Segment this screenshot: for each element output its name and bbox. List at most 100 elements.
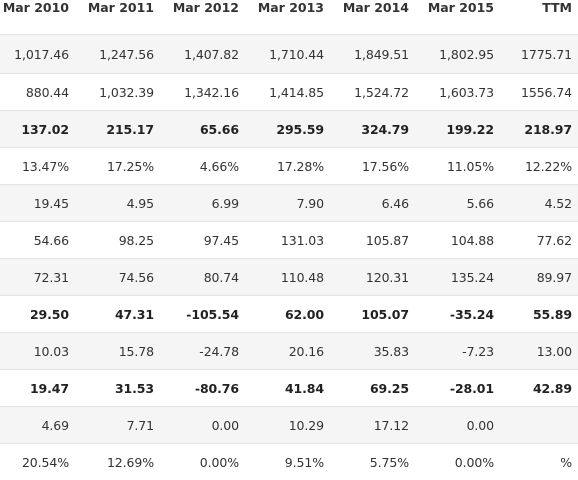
table-cell: 1775.71 — [500, 35, 578, 74]
table-cell: 89.97 — [500, 259, 578, 296]
table-cell: 13.47% — [0, 148, 75, 185]
table-cell: 12.69% — [75, 444, 160, 480]
table-cell: 4.66% — [160, 148, 245, 185]
table-cell: 4.52 — [500, 185, 578, 222]
table-cell: 35.83 — [330, 333, 415, 370]
table-cell: 72.31 — [0, 259, 75, 296]
column-header: Mar 2015 — [415, 0, 500, 35]
table-cell: 17.25% — [75, 148, 160, 185]
table-cell: 97.45 — [160, 222, 245, 259]
table-cell: 1,710.44 — [245, 35, 330, 74]
column-header: Mar 2014 — [330, 0, 415, 35]
table-cell: 6.46 — [330, 185, 415, 222]
table-cell: 5.75% — [330, 444, 415, 480]
table-cell: 42.89 — [500, 370, 578, 407]
table-cell: 77.62 — [500, 222, 578, 259]
table-cell: 7.71 — [75, 407, 160, 444]
table-cell — [500, 407, 578, 444]
table-cell: 1556.74 — [500, 74, 578, 111]
table-cell: 1,032.39 — [75, 74, 160, 111]
table-cell: 1,414.85 — [245, 74, 330, 111]
table-cell: 9.51% — [245, 444, 330, 480]
table-cell: 20.16 — [245, 333, 330, 370]
table-cell: 1,524.72 — [330, 74, 415, 111]
table-cell: 74.56 — [75, 259, 160, 296]
table-cell: 1,849.51 — [330, 35, 415, 74]
table-cell: 137.02 — [0, 111, 75, 148]
table-cell: 20.54% — [0, 444, 75, 480]
table-cell: 17.28% — [245, 148, 330, 185]
table-cell: 120.31 — [330, 259, 415, 296]
header-row: Mar 2010 Mar 2011 Mar 2012 Mar 2013 Mar … — [0, 0, 578, 35]
table-cell: 13.00 — [500, 333, 578, 370]
table-cell: 10.29 — [245, 407, 330, 444]
table-cell: 135.24 — [415, 259, 500, 296]
table-cell: 29.50 — [0, 296, 75, 333]
table-cell: 54.66 — [0, 222, 75, 259]
table-cell: 19.47 — [0, 370, 75, 407]
table-cell: 80.74 — [160, 259, 245, 296]
table-cell: -24.78 — [160, 333, 245, 370]
table-cell: 1,603.73 — [415, 74, 500, 111]
table-cell: 19.45 — [0, 185, 75, 222]
table-cell: 131.03 — [245, 222, 330, 259]
table-cell: 105.87 — [330, 222, 415, 259]
table-cell: 31.53 — [75, 370, 160, 407]
column-header: Mar 2013 — [245, 0, 330, 35]
table-cell: 4.69 — [0, 407, 75, 444]
table-cell: -105.54 — [160, 296, 245, 333]
table-cell: 110.48 — [245, 259, 330, 296]
table-cell: % — [500, 444, 578, 480]
table-cell: 5.66 — [415, 185, 500, 222]
table-cell: 0.00% — [160, 444, 245, 480]
table-cell: 1,407.82 — [160, 35, 245, 74]
table-cell: 10.03 — [0, 333, 75, 370]
column-header: Mar 2012 — [160, 0, 245, 35]
table-cell: -7.23 — [415, 333, 500, 370]
table-cell: 1,017.46 — [0, 35, 75, 74]
table-cell: 62.00 — [245, 296, 330, 333]
table-header: Mar 2010 Mar 2011 Mar 2012 Mar 2013 Mar … — [0, 0, 578, 35]
table-cell: 69.25 — [330, 370, 415, 407]
table-cell: -80.76 — [160, 370, 245, 407]
table-cell: 215.17 — [75, 111, 160, 148]
table-cell: 0.00 — [415, 407, 500, 444]
table-cell: 1,802.95 — [415, 35, 500, 74]
table-row: 13.47%17.25%4.66%17.28%17.56%11.05%12.22… — [0, 148, 578, 185]
table-cell: 47.31 — [75, 296, 160, 333]
table-cell: 104.88 — [415, 222, 500, 259]
table-row: 20.54%12.69%0.00%9.51%5.75%0.00%% — [0, 444, 578, 480]
table-cell: 55.89 — [500, 296, 578, 333]
table-cell: 7.90 — [245, 185, 330, 222]
table-cell: 11.05% — [415, 148, 500, 185]
table-cell: -28.01 — [415, 370, 500, 407]
table-cell: 6.99 — [160, 185, 245, 222]
column-header: Mar 2011 — [75, 0, 160, 35]
table-cell: 17.56% — [330, 148, 415, 185]
table-cell: 12.22% — [500, 148, 578, 185]
table-cell: 295.59 — [245, 111, 330, 148]
table-cell: 218.97 — [500, 111, 578, 148]
table-cell: 4.95 — [75, 185, 160, 222]
table-cell: 0.00 — [160, 407, 245, 444]
table-cell: 105.07 — [330, 296, 415, 333]
table-cell: 880.44 — [0, 74, 75, 111]
table-cell: 65.66 — [160, 111, 245, 148]
table-cell: 98.25 — [75, 222, 160, 259]
column-header: TTM — [500, 0, 578, 35]
table-cell: 1,247.56 — [75, 35, 160, 74]
table-cell: 199.22 — [415, 111, 500, 148]
table-cell: -35.24 — [415, 296, 500, 333]
table-cell: 17.12 — [330, 407, 415, 444]
